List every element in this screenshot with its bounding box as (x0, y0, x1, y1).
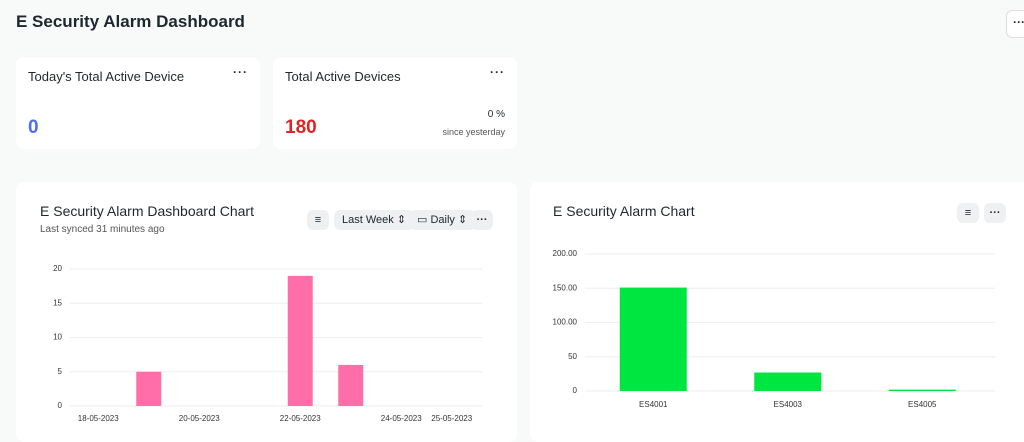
x-tick-label: ES4005 (908, 400, 937, 409)
y-tick-label: 50 (568, 352, 577, 361)
card-value: 0 (28, 117, 39, 138)
card-value: 180 (285, 117, 317, 138)
chart-subtitle: Last synced 31 minutes ago (40, 224, 165, 235)
chart-menu[interactable]: ··· (471, 210, 493, 230)
filter-button[interactable]: ≡ (307, 210, 329, 230)
bar (338, 364, 364, 406)
y-tick-label: 10 (53, 333, 62, 342)
chart-title: E Security Alarm Chart (553, 203, 695, 219)
y-tick-label: 150.00 (553, 283, 578, 292)
bar (619, 287, 687, 391)
chart-panel: E Security Alarm Dashboard Chart Last sy… (16, 182, 517, 442)
chart-menu[interactable]: ··· (984, 203, 1006, 223)
card-title: Today's Total Active Device (28, 69, 185, 84)
y-tick-label: 20 (53, 264, 62, 273)
card: Total Active Devices ··· 180 0 % since y… (273, 57, 517, 149)
bar (136, 371, 162, 406)
range-select[interactable]: Last Week ⇕ (334, 210, 415, 230)
x-tick-label: 25-05-2023 (431, 414, 472, 423)
interval-label: Daily (430, 214, 455, 226)
y-tick-label: 0 (573, 386, 578, 395)
interval-select[interactable]: ▭ Daily ⇕ (409, 210, 476, 230)
filter-button[interactable]: ≡ (957, 203, 979, 223)
x-tick-label: 24-05-2023 (381, 414, 422, 423)
x-tick-label: ES4003 (774, 400, 803, 409)
menu-button[interactable]: ··· (1006, 10, 1024, 38)
y-tick-label: 15 (53, 298, 62, 307)
y-tick-label: 5 (58, 367, 63, 376)
charts: 0 5 10 15 20 18-05-2023 20-05-2023 22-05-2023 24… (53, 249, 995, 423)
range-label: Last Week (342, 214, 394, 226)
card-title: Total Active Devices (285, 69, 401, 84)
page-title: E Security Alarm Dashboard (16, 12, 245, 31)
x-tick-label: 22-05-2023 (280, 414, 321, 423)
chart-title: E Security Alarm Dashboard Chart (40, 203, 254, 219)
page: E Security Alarm Dashboard ··· Today's T… (16, 10, 1024, 424)
change: 0 % (487, 109, 505, 120)
card-menu[interactable]: ··· (490, 65, 505, 79)
card-menu[interactable]: ··· (233, 65, 248, 79)
y-tick-label: 0 (58, 401, 63, 410)
x-tick-label: 18-05-2023 (78, 414, 119, 423)
bar (287, 275, 313, 406)
chart-panel: E Security Alarm Chart ≡ ··· (530, 182, 1024, 442)
bar (754, 372, 822, 391)
y-tick-label: 200.00 (553, 249, 578, 258)
y-tick-label: 100.00 (553, 318, 578, 327)
x-tick-label: 20-05-2023 (179, 414, 220, 423)
card: Today's Total Active Device ··· 0 (16, 57, 260, 149)
change-note: since yesterday (442, 127, 505, 137)
x-tick-label: ES4001 (639, 400, 668, 409)
bar (888, 389, 956, 391)
